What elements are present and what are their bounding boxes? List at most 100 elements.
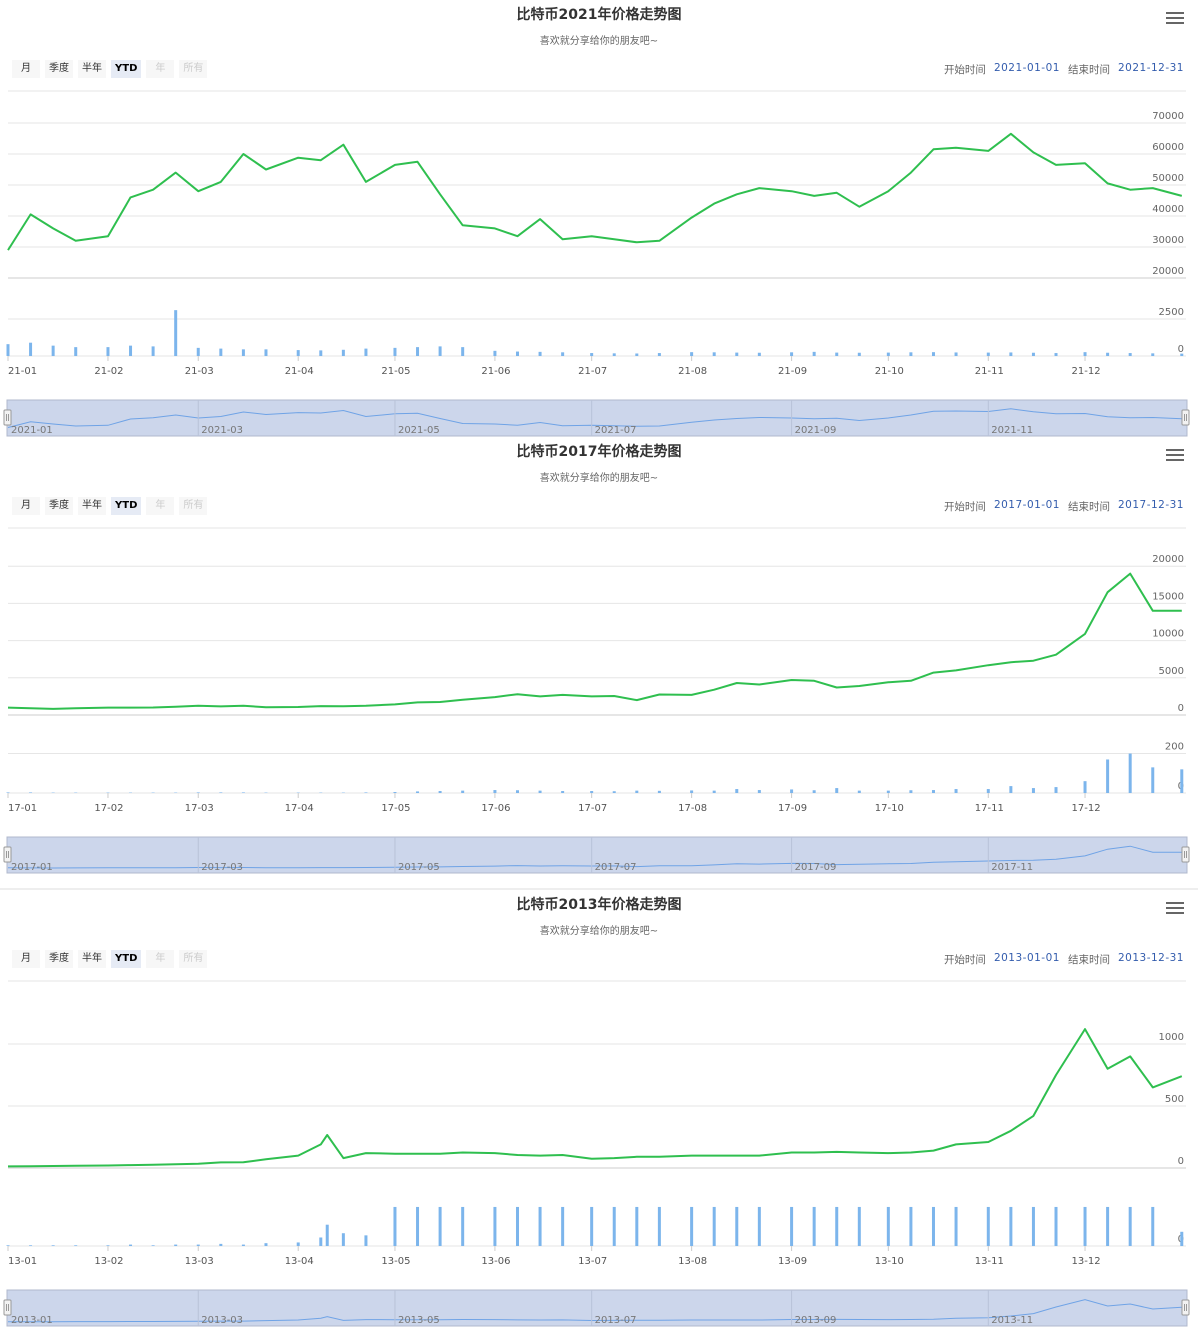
range-button-3[interactable]: YTD — [111, 60, 142, 78]
volume-bar — [1031, 788, 1035, 793]
range-button-5: 所有 — [179, 950, 208, 968]
start-label: 开始时间 — [943, 954, 986, 966]
volume-bar — [393, 1206, 397, 1246]
x-tick-label: 21-11 — [975, 366, 1004, 377]
volume-bar — [690, 1206, 694, 1246]
range-button-5: 所有 — [179, 497, 208, 515]
hamburger-menu-icon[interactable] — [1166, 902, 1184, 916]
x-tick-label: 17-02 — [94, 803, 123, 814]
range-button-2[interactable]: 半年 — [78, 497, 106, 515]
y-tick-label: 500 — [1165, 1094, 1184, 1105]
x-tick-label: 13-07 — [578, 1256, 607, 1267]
volume-bar — [790, 352, 794, 356]
volume-bar — [515, 790, 519, 793]
end-date-input[interactable]: 2013-12-31 — [1117, 952, 1184, 964]
range-button-0[interactable]: 月 — [12, 60, 40, 78]
volume-bar — [790, 1206, 794, 1246]
x-tick-label: 21-01 — [8, 366, 37, 377]
volume-bar — [129, 345, 133, 356]
volume-bar — [1054, 787, 1058, 793]
volume-bar — [1106, 759, 1110, 793]
volume-bar — [590, 353, 594, 356]
volume-bar — [129, 1244, 133, 1246]
range-button-0[interactable]: 月 — [12, 497, 40, 515]
volume-bar — [174, 1244, 178, 1246]
volume-bar — [196, 1244, 200, 1246]
x-tick-label: 17-11 — [975, 803, 1004, 814]
start-date-input[interactable]: 2017-01-01 — [993, 499, 1060, 511]
chart-subtitle: 喜欢就分享给你的朋友吧~ — [539, 926, 659, 937]
volume-bar — [416, 791, 420, 793]
volume-bar — [1083, 1206, 1087, 1246]
volume-bar — [1128, 1206, 1132, 1246]
navigator-label: 2013-09 — [795, 1315, 837, 1326]
volume-bar — [1151, 767, 1155, 793]
end-date-input[interactable]: 2017-12-31 — [1117, 499, 1184, 511]
volume-bar — [931, 790, 935, 793]
navigator-label: 2017-03 — [201, 862, 243, 873]
volume-bar — [561, 352, 565, 356]
navigator-label: 2021-09 — [795, 425, 837, 436]
volume-bar — [954, 789, 958, 793]
volume-bar — [790, 789, 794, 793]
start-date-input[interactable]: 2021-01-01 — [993, 62, 1060, 74]
volume-bar — [986, 789, 990, 793]
volume-bar — [886, 790, 890, 793]
volume-bar — [538, 1206, 542, 1246]
range-button-3[interactable]: YTD — [111, 950, 142, 968]
chart-title: 比特币2021年价格走势图 — [516, 7, 682, 23]
y-tick-label: 0 — [1178, 703, 1184, 714]
x-tick-label: 17-01 — [8, 803, 37, 814]
volume-bar — [1009, 1206, 1013, 1246]
chart-block: 比特币2013年价格走势图 喜欢就分享给你的朋友吧~ 月季度 半年 YTD 年所有 开… — [0, 888, 1198, 1338]
volume-bar — [241, 1244, 245, 1246]
volume-bar — [857, 1206, 861, 1246]
volume-bar — [857, 790, 861, 793]
volume-bar — [757, 1206, 761, 1246]
x-tick-label: 13-01 — [8, 1256, 37, 1267]
volume-bar — [712, 352, 716, 356]
volume-bar — [438, 346, 442, 356]
volume-bar — [29, 792, 33, 793]
navigator-right-handle[interactable] — [1181, 409, 1190, 426]
range-button-1[interactable]: 季度 — [45, 497, 73, 515]
volume-bar — [1180, 769, 1184, 793]
y-tick-label: 0 — [1178, 1156, 1184, 1167]
volume-bar — [364, 1235, 368, 1246]
navigator-window[interactable] — [6, 836, 1188, 874]
range-button-1[interactable]: 季度 — [45, 60, 73, 78]
x-tick-label: 17-07 — [578, 803, 607, 814]
hamburger-menu-icon[interactable] — [1166, 12, 1184, 26]
y-tick-label: 20000 — [1152, 554, 1184, 565]
range-button-2[interactable]: 半年 — [78, 60, 106, 78]
hamburger-menu-icon[interactable] — [1166, 449, 1184, 463]
navigator-label: 2021-07 — [595, 425, 637, 436]
volume-bar — [296, 350, 300, 356]
volume-bar — [735, 1206, 739, 1246]
x-tick-label: 13-06 — [481, 1256, 510, 1267]
navigator-left-handle[interactable] — [3, 409, 12, 426]
start-date-input[interactable]: 2013-01-01 — [993, 952, 1060, 964]
range-button-3[interactable]: YTD — [111, 497, 142, 515]
volume-bar — [538, 351, 542, 356]
volume-bar — [835, 352, 839, 356]
range-button-1[interactable]: 季度 — [45, 950, 73, 968]
navigator-label: 2013-01 — [11, 1315, 53, 1326]
navigator-right-handle[interactable] — [1181, 846, 1190, 863]
volume-bar — [812, 1206, 816, 1246]
end-label: 结束时间 — [1067, 64, 1110, 76]
volume-bar — [931, 1206, 935, 1246]
x-tick-label: 13-02 — [94, 1256, 123, 1267]
volume-bar — [319, 350, 323, 356]
navigator-left-handle[interactable] — [3, 1299, 12, 1316]
volume-bar — [931, 352, 935, 356]
end-date-input[interactable]: 2021-12-31 — [1117, 62, 1184, 74]
volume-bar — [241, 792, 245, 793]
volume-bar — [51, 1245, 55, 1246]
end-label: 结束时间 — [1067, 954, 1110, 966]
volume-bar — [635, 1206, 639, 1246]
navigator-left-handle[interactable] — [3, 846, 12, 863]
navigator-right-handle[interactable] — [1181, 1299, 1190, 1316]
range-button-0[interactable]: 月 — [12, 950, 40, 968]
range-button-2[interactable]: 半年 — [78, 950, 106, 968]
